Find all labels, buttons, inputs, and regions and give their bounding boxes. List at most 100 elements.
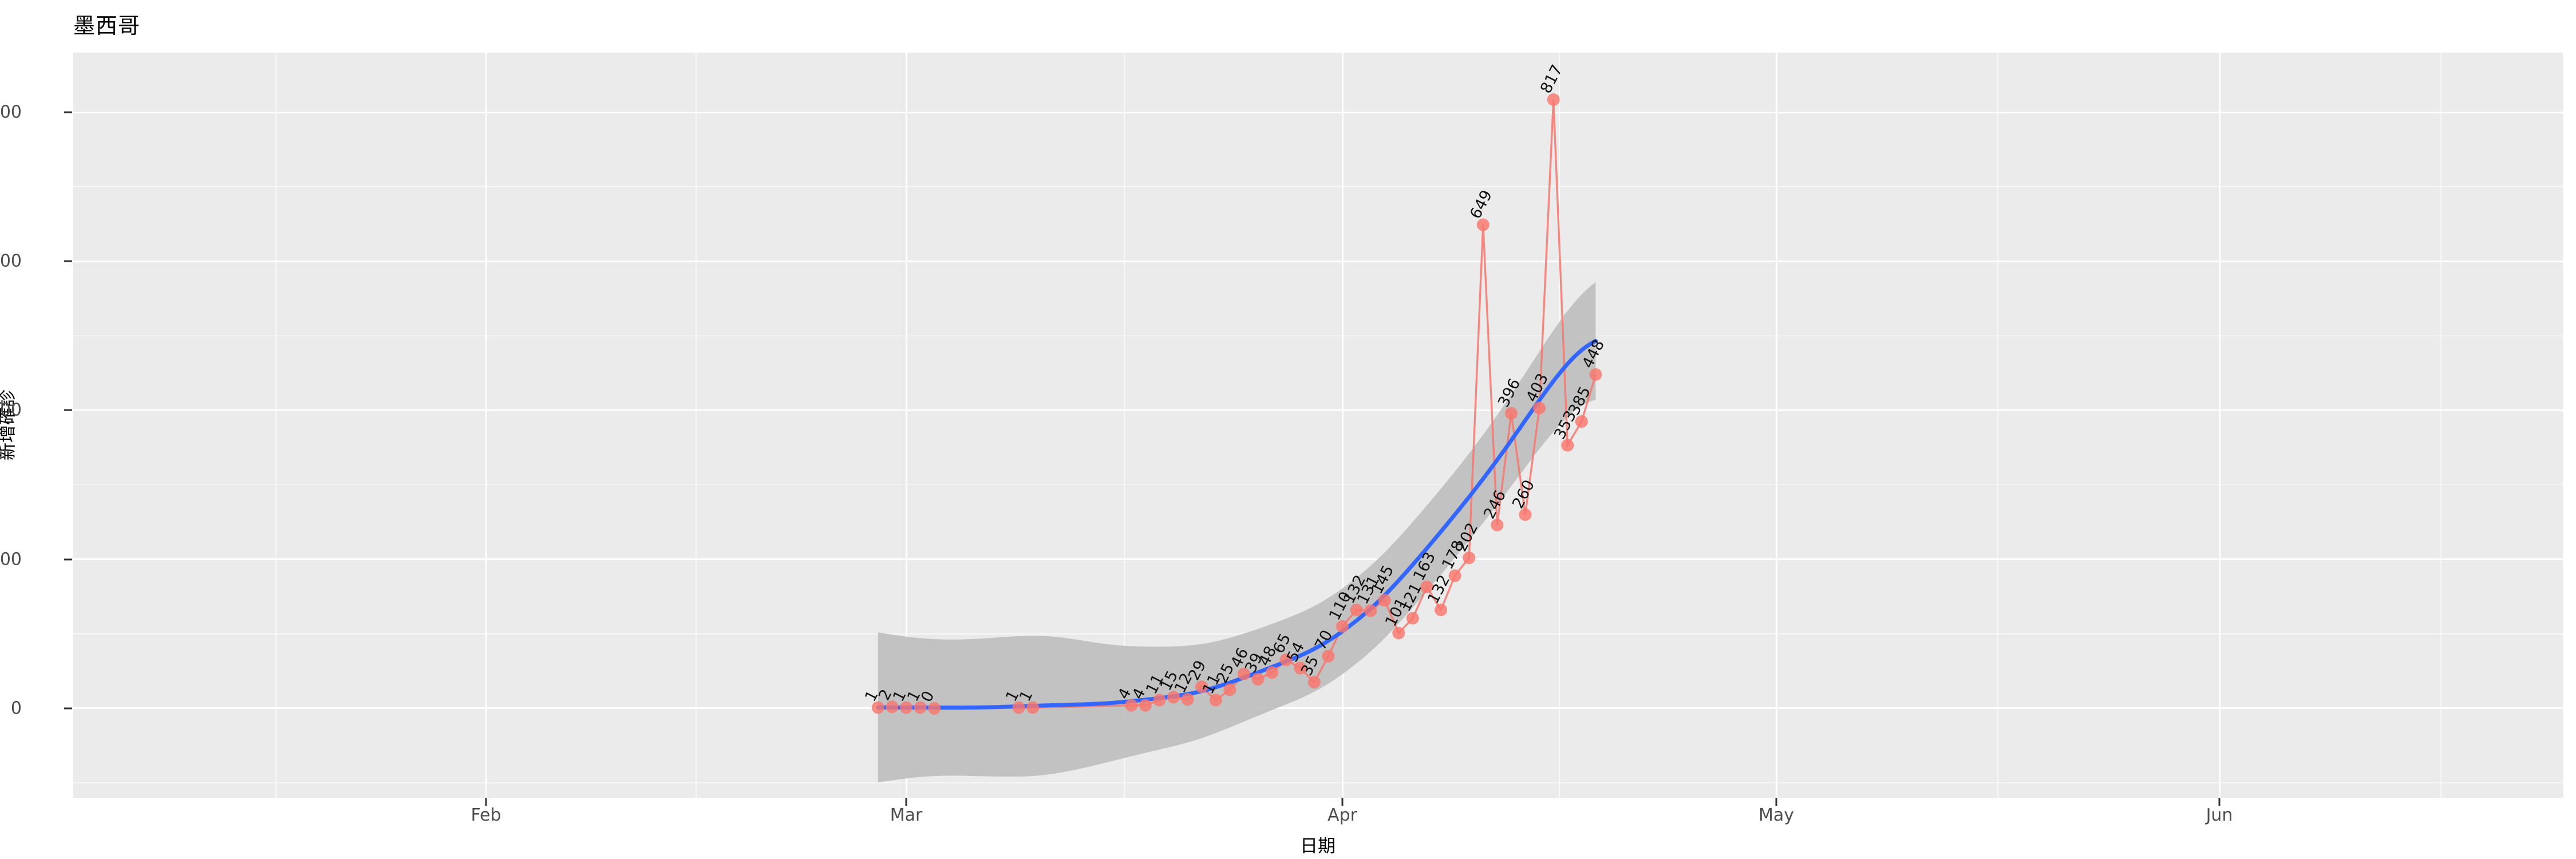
- data-point-label: 163: [1410, 549, 1440, 584]
- data-point-label: 1: [861, 687, 882, 704]
- gridline-horizontal: [73, 260, 2563, 262]
- data-point-label: 12: [1171, 670, 1196, 696]
- gridline-horizontal: [73, 409, 2563, 411]
- data-point: [1589, 368, 1602, 381]
- data-point-label: 0: [918, 688, 938, 706]
- data-point-label: 4: [1128, 685, 1149, 702]
- data-point-label: 4: [1115, 685, 1135, 702]
- data-point-label: 110: [1326, 588, 1356, 623]
- data-point: [871, 701, 884, 714]
- data-point: [1181, 693, 1194, 706]
- data-point: [1195, 680, 1208, 693]
- data-point: [1519, 508, 1532, 521]
- x-tick-label: Feb: [471, 805, 501, 825]
- data-point: [1336, 620, 1349, 633]
- data-point-label: 35: [1297, 653, 1323, 679]
- y-tick-mark: [64, 260, 72, 262]
- data-point: [1012, 701, 1025, 714]
- data-point-label: 48: [1255, 643, 1281, 669]
- gridline-horizontal-minor: [73, 335, 2563, 337]
- y-tick-mark: [64, 409, 72, 411]
- gridline-vertical-minor: [1997, 53, 1998, 798]
- data-point: [1125, 699, 1138, 712]
- data-point: [1435, 604, 1448, 617]
- data-point-label: 54: [1283, 639, 1309, 665]
- data-point: [1533, 401, 1546, 415]
- data-point-label: 70: [1311, 627, 1337, 653]
- data-point-label: 649: [1466, 187, 1496, 222]
- gridline-horizontal: [73, 111, 2563, 113]
- data-point: [1448, 569, 1461, 582]
- gridline-horizontal: [73, 558, 2563, 561]
- data-point-label: 145: [1368, 562, 1397, 597]
- data-point: [1491, 518, 1504, 531]
- data-point-label: 1: [903, 687, 924, 704]
- confidence-band: [878, 282, 1596, 783]
- gridline-vertical: [485, 53, 487, 798]
- data-point: [928, 702, 941, 715]
- page-title: 墨西哥: [73, 13, 141, 38]
- data-point-label: 260: [1508, 476, 1538, 511]
- data-point: [1505, 407, 1518, 420]
- data-point-label: 11: [1199, 671, 1224, 697]
- gridline-vertical: [1341, 53, 1344, 798]
- data-points: [871, 93, 1602, 715]
- data-point-label: 2: [875, 687, 896, 704]
- data-point-label: 246: [1480, 487, 1510, 522]
- gridline-vertical: [1775, 53, 1777, 798]
- gridline-horizontal-minor: [73, 186, 2563, 187]
- data-point: [1153, 693, 1166, 707]
- data-point-label: 353: [1551, 407, 1581, 442]
- data-point-label: 1: [1002, 687, 1023, 704]
- data-point-label: 25: [1213, 660, 1238, 687]
- gridline-horizontal: [73, 707, 2563, 710]
- data-point-label: 46: [1227, 645, 1253, 671]
- x-tick-label: Apr: [1327, 805, 1357, 825]
- data-point: [1406, 612, 1419, 625]
- data-point: [886, 700, 899, 714]
- data-point: [1322, 649, 1335, 663]
- x-tick-label: May: [1758, 805, 1795, 825]
- gridline-vertical: [2218, 53, 2221, 798]
- data-point: [1392, 626, 1405, 640]
- x-tick-mark: [485, 798, 487, 806]
- gridline-vertical-minor: [696, 53, 697, 798]
- data-point: [1139, 699, 1152, 712]
- data-point: [1026, 701, 1040, 714]
- plot-panel: 1 2 1 1 0 1 1 4 4 11 15 12 29 11 25 46 39 48 65 54 35 70 110 13…: [73, 53, 2563, 798]
- y-tick-label: 600: [0, 251, 22, 271]
- y-tick-label: 400: [0, 400, 22, 420]
- data-point: [1350, 604, 1363, 617]
- data-point-label: 448: [1579, 337, 1609, 372]
- gridline-vertical-minor: [275, 53, 276, 798]
- x-axis-title: 日期: [1300, 836, 1336, 857]
- x-tick-mark: [1341, 798, 1344, 806]
- data-point-label: 1: [1016, 687, 1037, 704]
- data-point: [1266, 666, 1279, 679]
- gridline-vertical-minor: [1124, 53, 1125, 798]
- data-point-label: 121: [1396, 580, 1426, 615]
- data-point-label: 178: [1438, 538, 1468, 573]
- data-point: [1209, 693, 1222, 707]
- data-point: [1420, 580, 1433, 593]
- data-point: [914, 701, 927, 714]
- x-tick-label: Jun: [2206, 805, 2233, 825]
- data-point-label: 817: [1536, 62, 1566, 97]
- data-point: [1251, 673, 1265, 686]
- data-point: [1364, 604, 1377, 617]
- data-point: [1476, 218, 1490, 231]
- x-tick-mark: [2218, 798, 2221, 806]
- gridline-vertical-minor: [2440, 53, 2441, 798]
- data-point-label: 39: [1241, 650, 1266, 676]
- data-point-label: 11: [1143, 671, 1168, 697]
- data-point: [1294, 661, 1307, 675]
- data-point-label: 15: [1157, 668, 1182, 694]
- y-tick-label: 200: [0, 549, 22, 570]
- data-point: [1167, 691, 1180, 704]
- data-point-label: 202: [1452, 520, 1482, 555]
- data-point: [900, 701, 912, 714]
- data-point: [1547, 93, 1560, 106]
- y-tick-mark: [64, 707, 72, 710]
- data-point-label: 65: [1269, 631, 1294, 657]
- x-tick-label: Mar: [890, 805, 923, 825]
